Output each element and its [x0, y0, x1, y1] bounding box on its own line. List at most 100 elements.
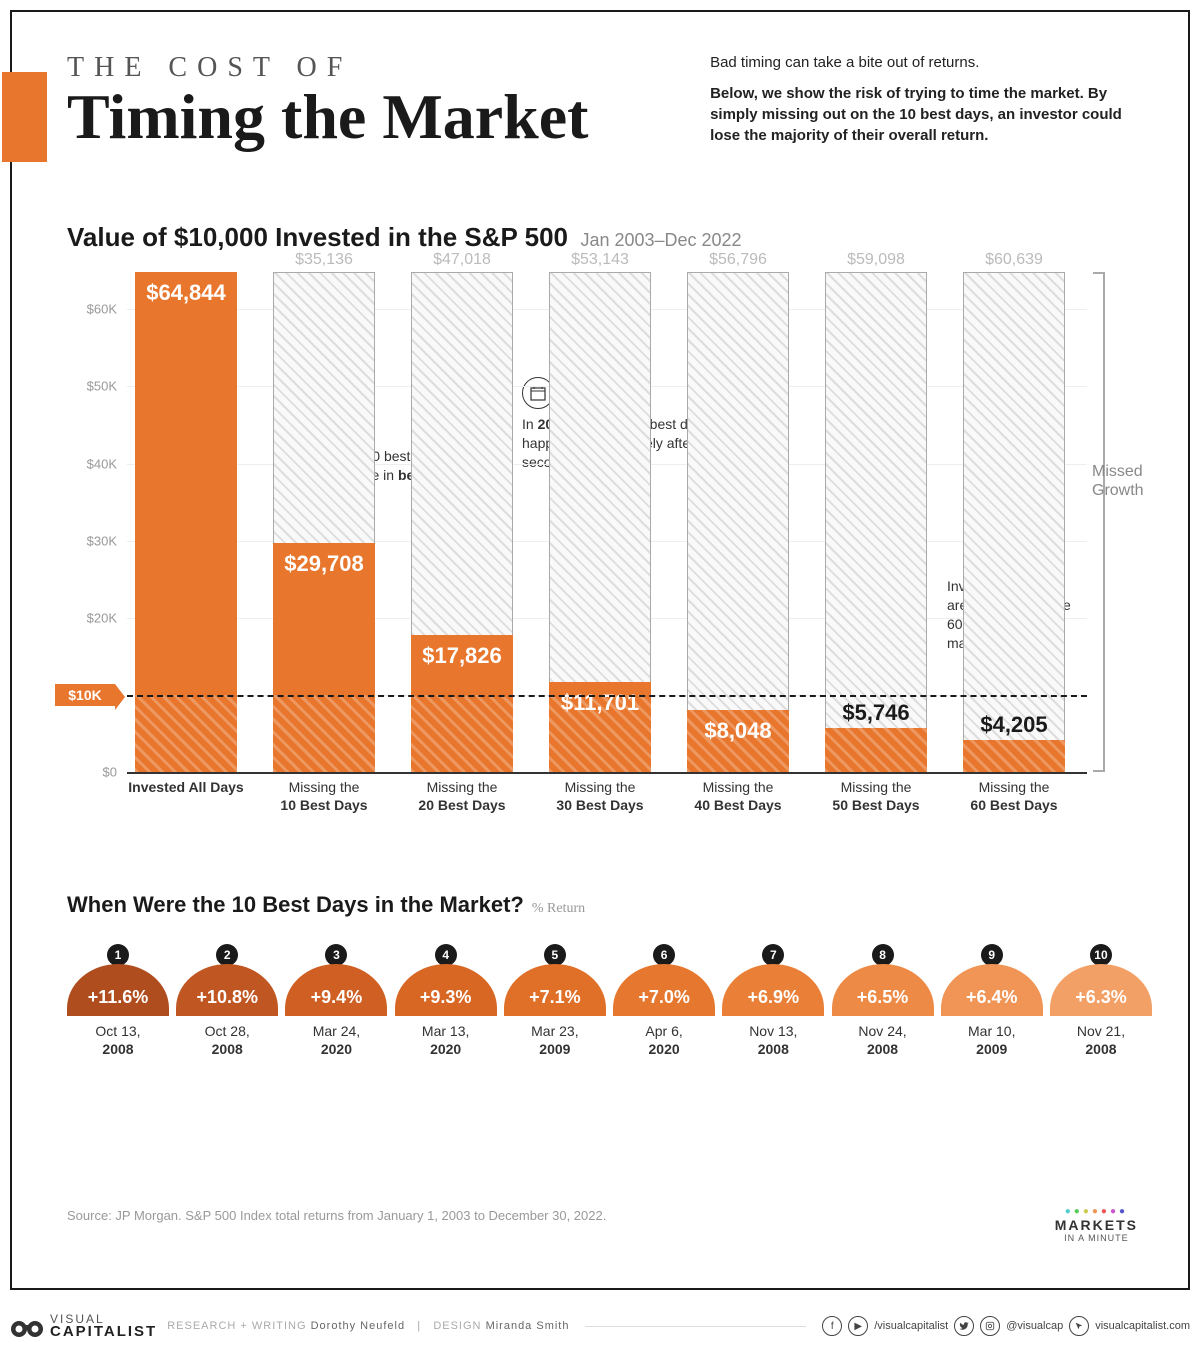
rank-badge: 5 — [544, 944, 566, 966]
best-day-date: Nov 13,2008 — [722, 1022, 824, 1058]
value-label: $8,048 — [687, 718, 789, 744]
best-day-item: 7+6.9% Nov 13,2008 — [722, 936, 824, 1076]
cursor-icon[interactable] — [1069, 1316, 1089, 1336]
value-bar: $5,746 — [825, 728, 927, 772]
ghost-value-label: $35,136 — [274, 251, 374, 269]
best-day-item: 8+6.5% Nov 24,2008 — [832, 936, 934, 1076]
social-links: f ▶ /visualcapitalist @visualcap visualc… — [822, 1316, 1190, 1336]
return-dome: +7.1% — [504, 964, 606, 1016]
ghost-value-label: $47,018 — [412, 251, 512, 269]
ghost-bar: $56,796 — [687, 272, 789, 772]
best-day-date: Apr 6,2020 — [613, 1022, 715, 1058]
bar-group: $59,098$5,746 — [817, 272, 935, 772]
y-axis-label: $40K — [67, 456, 117, 471]
rank-badge: 7 — [762, 944, 784, 966]
footer-divider — [585, 1326, 806, 1327]
value-label: $17,826 — [411, 643, 513, 669]
best-days-title: When Were the 10 Best Days in the Market… — [67, 892, 524, 917]
y-axis-label: $20K — [67, 610, 117, 625]
value-bar: $17,826 — [411, 635, 513, 772]
x-axis-label: Missing the60 Best Days — [955, 778, 1073, 814]
best-day-item: 3+9.4% Mar 24,2020 — [285, 936, 387, 1076]
rank-badge: 3 — [325, 944, 347, 966]
x-axis-label: Invested All Days — [127, 778, 245, 796]
social-handle-3: visualcapitalist.com — [1095, 1320, 1190, 1332]
markets-logo-main: MARKETS — [1055, 1217, 1138, 1233]
youtube-icon[interactable]: ▶ — [848, 1316, 868, 1336]
x-axis-label: Missing the10 Best Days — [265, 778, 383, 814]
rank-badge: 9 — [981, 944, 1003, 966]
twitter-icon[interactable] — [954, 1316, 974, 1336]
return-dome: +6.9% — [722, 964, 824, 1016]
chart-title-main: Value of $10,000 Invested in the S&P 500 — [67, 222, 568, 252]
return-dome: +9.4% — [285, 964, 387, 1016]
best-day-item: 1+11.6%Oct 13,2008 — [67, 936, 169, 1076]
value-label: $4,205 — [963, 712, 1065, 738]
best-day-date: Mar 24,2020 — [285, 1022, 387, 1058]
best-day-date: Nov 21,2008 — [1050, 1022, 1152, 1058]
chart-title: Value of $10,000 Invested in the S&P 500… — [67, 222, 742, 253]
ghost-value-label: $53,143 — [550, 251, 650, 269]
baseline-line — [127, 695, 1087, 697]
return-dome: +7.0% — [613, 964, 715, 1016]
brand-line-2: CAPITALIST — [50, 1325, 157, 1339]
ghost-bar: $59,098 — [825, 272, 927, 772]
source-text: Source: JP Morgan. S&P 500 Index total r… — [67, 1208, 606, 1223]
best-day-item: 4+9.3% Mar 13,2020 — [395, 936, 497, 1076]
header: THE COST OF Timing the Market Bad timing… — [67, 52, 1148, 156]
intro-line-2: Below, we show the risk of trying to tim… — [710, 83, 1148, 146]
intro-line-1: Bad timing can take a bite out of return… — [710, 52, 1148, 73]
chart-title-sub: Jan 2003–Dec 2022 — [580, 230, 741, 250]
best-day-date: Mar 10,2009 — [941, 1022, 1043, 1058]
best-day-item: 2+10.8% Oct 28,2008 — [176, 936, 278, 1076]
x-axis-label: Missing the20 Best Days — [403, 778, 521, 814]
intro-text: Bad timing can take a bite out of return… — [710, 52, 1148, 156]
best-day-item: 5+7.1%Mar 23,2009 — [504, 936, 606, 1076]
bar-group: $60,639$4,205 — [955, 272, 1073, 772]
best-day-item: 6+7.0% Apr 6,2020 — [613, 936, 715, 1076]
main-title: Timing the Market — [67, 80, 680, 154]
rank-badge: 8 — [872, 944, 894, 966]
instagram-icon[interactable] — [980, 1316, 1000, 1336]
rank-badge: 10 — [1090, 944, 1112, 966]
y-axis-label: $60K — [67, 302, 117, 317]
best-days-row: 1+11.6%Oct 13,20082+10.8%Oct 28,20083+9.… — [67, 936, 1152, 1076]
accent-tab — [2, 72, 47, 162]
return-dome: +9.3% — [395, 964, 497, 1016]
return-dome: +6.5% — [832, 964, 934, 1016]
facebook-icon[interactable]: f — [822, 1316, 842, 1336]
value-bar: $64,844 — [135, 272, 237, 772]
best-day-date: Mar 13,2020 — [395, 1022, 497, 1058]
footer: VISUAL CAPITALIST RESEARCH + WRITING Dor… — [10, 1306, 1190, 1346]
return-dome: +10.8% — [176, 964, 278, 1016]
best-days-subtitle: % Return — [532, 901, 585, 916]
value-label: $11,701 — [549, 690, 651, 716]
ghost-value-label: $56,796 — [688, 251, 788, 269]
x-axis-label: Missing the30 Best Days — [541, 778, 659, 814]
y-axis-label: $0 — [67, 765, 117, 780]
value-bar: $8,048 — [687, 710, 789, 772]
missed-growth-label: Missed Growth — [1092, 462, 1147, 500]
visual-capitalist-logo: VISUAL CAPITALIST — [10, 1313, 157, 1339]
best-days-section: When Were the 10 Best Days in the Market… — [67, 892, 1152, 1076]
infographic-frame: THE COST OF Timing the Market Bad timing… — [10, 10, 1190, 1290]
ghost-bar: $60,639 — [963, 272, 1065, 772]
y-axis-label: $50K — [67, 379, 117, 394]
x-axis-label: Missing the50 Best Days — [817, 778, 935, 814]
plot-area: Missed Growth Seven of the 10 best days … — [127, 272, 1087, 772]
best-day-date: Oct 28,2008 — [176, 1022, 278, 1058]
best-day-date: Nov 24,2008 — [832, 1022, 934, 1058]
return-dome: +11.6% — [67, 964, 169, 1016]
rank-badge: 6 — [653, 944, 675, 966]
rank-badge: 4 — [435, 944, 457, 966]
rank-badge: 1 — [107, 944, 129, 966]
rank-badge: 2 — [216, 944, 238, 966]
bar-group: $47,018$17,826 — [403, 272, 521, 772]
value-label: $64,844 — [135, 280, 237, 306]
value-label: $5,746 — [825, 700, 927, 726]
bar-group: $64,844 — [127, 272, 245, 772]
best-day-item: 9+6.4%Mar 10,2009 — [941, 936, 1043, 1076]
markets-logo-sub: IN A MINUTE — [1055, 1233, 1138, 1243]
value-bar: $29,708 — [273, 543, 375, 772]
value-label: $29,708 — [273, 551, 375, 577]
